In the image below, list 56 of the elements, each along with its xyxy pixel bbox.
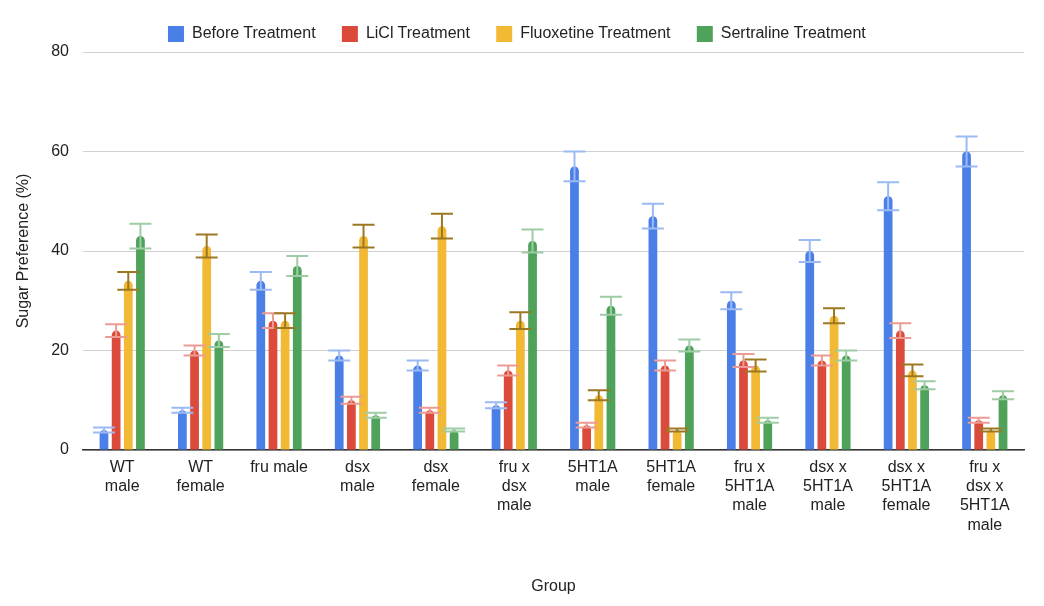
- bar: [503, 370, 513, 450]
- bar: [190, 350, 199, 450]
- bar: [111, 330, 121, 450]
- y-tick-label: 20: [51, 340, 70, 358]
- x-tick-label: dsx male: [340, 458, 375, 495]
- bar: [962, 151, 971, 450]
- bar: [136, 236, 145, 450]
- bar: [334, 355, 344, 450]
- bar: [895, 330, 905, 450]
- bar: [359, 236, 368, 450]
- bar: [413, 365, 423, 450]
- legend-label: Sertraline Treatment: [720, 24, 867, 42]
- bar: [751, 365, 760, 450]
- bar: [594, 395, 604, 450]
- bar: [528, 241, 537, 450]
- bar: [347, 400, 356, 450]
- bar: [739, 360, 748, 450]
- bar: [726, 300, 736, 450]
- x-tick-label: 5HT1A female: [646, 458, 697, 495]
- y-tick-label: 80: [51, 42, 70, 60]
- bar: [570, 166, 579, 450]
- bar: [582, 425, 592, 450]
- bar: [805, 251, 815, 450]
- x-tick-label: fru x dsx male: [496, 458, 532, 514]
- bar: [256, 280, 266, 450]
- bar: [292, 265, 302, 450]
- x-tick-label: WT female: [176, 458, 225, 495]
- y-tick-label: 40: [51, 241, 70, 259]
- bar: [123, 280, 133, 450]
- legend-label: Before Treatment: [191, 24, 317, 42]
- x-tick-label: dsx female: [411, 458, 460, 495]
- x-tick-label: 5HT1A male: [567, 458, 618, 495]
- bar: [763, 420, 773, 450]
- x-tick-label: dsx x 5HT1A male: [803, 458, 854, 514]
- x-axis-title: Group: [531, 576, 576, 594]
- bar: [178, 410, 187, 450]
- bar: [214, 340, 224, 450]
- x-tick-label: fru x dsx x 5HT1A male: [959, 458, 1011, 533]
- y-axis-title: Sugar Preference (%): [14, 173, 32, 329]
- bar: [515, 320, 525, 450]
- bar: [202, 246, 212, 450]
- bar: [883, 196, 893, 450]
- bar: [908, 370, 917, 450]
- legend-label: Fluoxetine Treatment: [520, 24, 672, 42]
- y-tick-label: 0: [60, 440, 70, 458]
- bar: [684, 345, 694, 450]
- x-tick-label: fru x 5HT1A male: [724, 458, 775, 514]
- legend-label: LiCl Treatment: [365, 24, 471, 42]
- x-tick-label: fru male: [250, 458, 309, 476]
- x-tick-label: WT male: [104, 458, 140, 495]
- x-tick-label: dsx x 5HT1A female: [881, 458, 932, 514]
- bar: [841, 355, 851, 450]
- bar: [425, 410, 435, 450]
- bar: [371, 415, 381, 450]
- y-tick-label: 60: [51, 141, 70, 159]
- bar: [920, 385, 929, 450]
